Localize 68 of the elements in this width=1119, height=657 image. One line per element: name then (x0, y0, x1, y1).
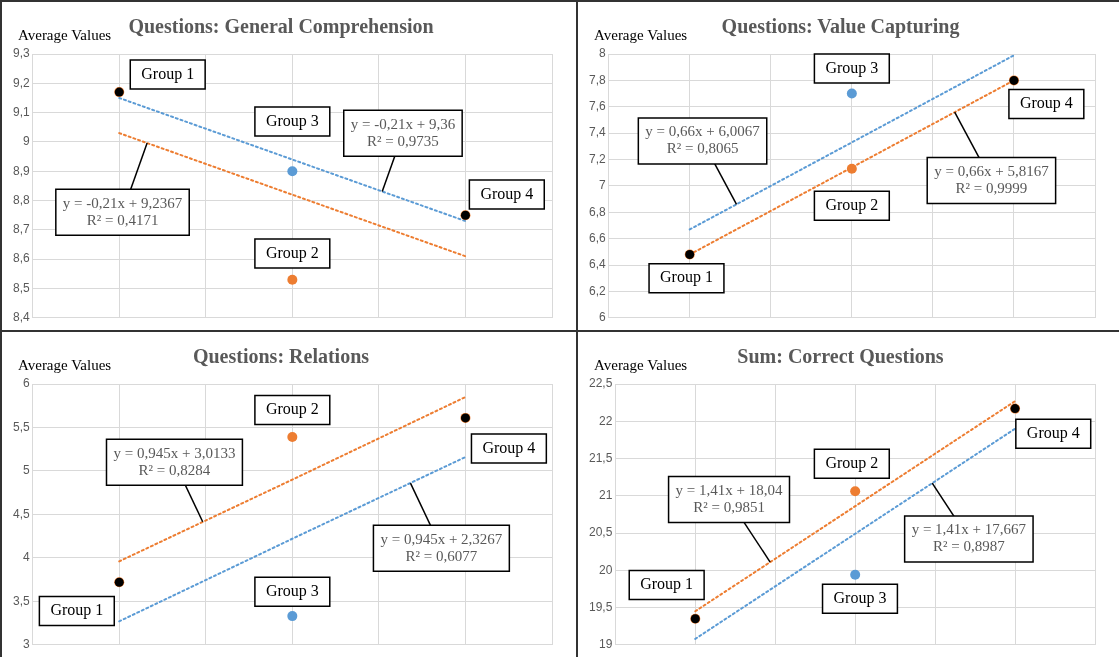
annotation: Group 2 (265, 243, 319, 262)
y-tick-label: 9,3 (12, 46, 30, 61)
y-tick-label: 3 (22, 637, 30, 652)
y-tick-label: 20 (599, 562, 613, 577)
annotation: Group 4 (1026, 424, 1080, 443)
y-tick-label: 9,2 (12, 75, 30, 90)
y-tick-label: 7,6 (588, 99, 606, 114)
y-tick-label: 8,4 (12, 310, 30, 325)
y-tick-label: 8,8 (12, 192, 30, 207)
annotation: Group 3 (825, 58, 879, 77)
y-tick-label: 9,1 (12, 104, 30, 119)
y-tick-label: 20,5 (589, 525, 613, 540)
y-axis-title: Average Values (594, 356, 688, 373)
annotation: Group 2 (825, 195, 879, 214)
annotation: y = -0,21x + 9,36 R² = 0,9735 (350, 115, 456, 149)
y-tick-label: 21 (599, 488, 613, 503)
annotation: Group 4 (1019, 94, 1073, 113)
y-tick-label: 19 (599, 637, 613, 652)
annotation: Group 4 (482, 438, 536, 457)
annotation: Group 1 (141, 64, 195, 83)
annotation: y = 0,945x + 2,3267 R² = 0,6077 (380, 530, 503, 564)
y-tick-label: 8,9 (12, 163, 30, 178)
y-tick-label: 7,2 (588, 151, 606, 166)
y-tick-label: 8,6 (12, 251, 30, 266)
y-tick-label: 7,4 (588, 125, 606, 140)
y-tick-label: 9 (22, 134, 30, 149)
y-tick-label: 21,5 (589, 450, 613, 465)
annotation: Group 2 (265, 400, 319, 419)
annotation: Group 3 (265, 111, 319, 130)
y-tick-label: 6 (22, 376, 30, 391)
annotation: y = 1,41x + 18,04 R² = 0,9851 (675, 481, 783, 515)
annotation: y = 0,66x + 5,8167 R² = 0,9999 (934, 163, 1050, 197)
y-tick-label: 5 (22, 463, 30, 478)
annotation: Group 3 (265, 582, 319, 601)
y-axis-title: Average Values (18, 356, 112, 373)
y-tick-label: 4,5 (12, 506, 30, 521)
y-tick-label: 8 (598, 46, 606, 61)
y-tick-label: 7,8 (588, 72, 606, 87)
annotation: Group 2 (825, 454, 879, 473)
y-tick-label: 4 (22, 550, 30, 565)
y-tick-label: 5,5 (12, 419, 30, 434)
annotation: y = 0,66x + 6,0067 R² = 0,8065 (645, 123, 761, 157)
y-tick-label: 6,4 (588, 257, 606, 272)
chart-title: Questions: Relations (192, 345, 370, 368)
chart-title: Questions: Value Capturing (721, 15, 960, 39)
annotation: Group 3 (833, 588, 887, 607)
y-tick-label: 8,7 (12, 222, 30, 237)
y-axis-title: Average Values (18, 26, 112, 43)
y-tick-label: 6,8 (588, 204, 606, 219)
y-tick-label: 6 (598, 310, 606, 325)
y-tick-label: 22 (599, 413, 613, 428)
y-tick-label: 8,5 (12, 280, 30, 295)
y-tick-label: 19,5 (589, 599, 613, 614)
annotation: Group 1 (640, 575, 694, 594)
annotation: y = 0,945x + 3,0133 R² = 0,8284 (113, 444, 236, 478)
annotation: Group 1 (50, 601, 104, 620)
y-axis-title: Average Values (594, 26, 688, 43)
chart-title: Sum: Correct Questions (737, 345, 944, 368)
annotation: Group 4 (480, 184, 534, 203)
annotation: Group 1 (660, 268, 713, 287)
y-tick-label: 6,6 (588, 230, 606, 245)
annotation: y = 1,41x + 17,667 R² = 0,8987 (911, 521, 1027, 555)
annotation: y = -0,21x + 9,2367 R² = 0,4171 (62, 194, 183, 228)
chart-title: Questions: General Comprehension (128, 15, 434, 39)
y-tick-label: 22,5 (589, 376, 613, 391)
y-tick-label: 3,5 (12, 593, 30, 608)
y-tick-label: 6,2 (588, 283, 606, 298)
y-tick-label: 7 (598, 178, 606, 193)
